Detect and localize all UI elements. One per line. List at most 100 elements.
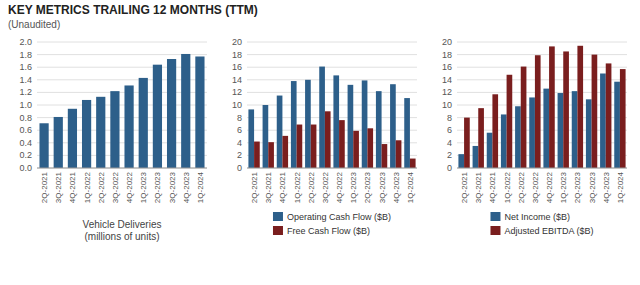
bar [353,131,359,168]
y-tick-label: 16 [232,62,242,72]
y-tick-label: 0.2 [19,150,32,160]
bar [139,78,148,168]
bar [311,125,317,168]
bar [515,106,521,168]
y-tick-label: 18 [442,50,452,60]
x-tick-label: 3Q-2021 [264,171,273,203]
y-tick-label: 12 [442,87,452,97]
y-tick-label: 0.0 [19,163,32,173]
bar [464,118,470,168]
legend-label: Operating Cash Flow ($B) [287,212,391,222]
bar [473,146,479,168]
bar [110,91,119,168]
bar [195,56,204,168]
legend: Operating Cash Flow ($B)Free Cash Flow (… [273,212,391,236]
x-tick-label: 4Q-2023 [602,171,611,203]
bar [277,96,283,168]
y-tick-label: 8 [237,113,242,123]
bar [254,142,260,168]
x-tick-label: 3Q-2023 [588,171,597,203]
bar [501,114,507,168]
y-tick-label: 0.8 [19,113,32,123]
legend: Net Income ($B)Adjusted EBITDA ($B) [490,212,593,236]
x-tick-label: 2Q-2021 [40,171,49,203]
x-tick-label: 2Q-2022 [517,171,526,203]
bars [458,46,625,168]
x-tick-label: 2Q-2022 [97,171,106,203]
y-tick-label: 4 [237,138,242,148]
grid-line [37,168,207,169]
x-tick-label: 2Q-2023 [363,171,372,203]
y-tick-label: 2 [447,150,452,160]
bar [291,81,297,168]
y-tick-label: 0.6 [19,125,32,135]
bars [248,67,415,168]
x-tick-label: 4Q-2021 [278,171,287,203]
y-tick-label: 0 [237,163,242,173]
bar [282,136,288,168]
bar [319,67,325,168]
y-tick-label: 1.2 [19,87,32,97]
bar [390,84,396,168]
bars [39,54,204,168]
bar [181,54,190,168]
bar [167,59,176,168]
x-tick-label: 2Q-2023 [153,171,162,203]
x-tick-label: 2Q-2022 [307,171,316,203]
bar [563,51,569,168]
legend-swatch [273,226,283,235]
bar [54,117,63,168]
bar [263,105,269,168]
x-tick-label: 1Q-2023 [349,171,358,203]
panel: 024681012141618202Q-20213Q-20214Q-20211Q… [232,37,417,236]
bar [348,85,354,168]
bar [620,69,626,168]
x-tick-label: 1Q-2024 [616,171,625,203]
bar [521,67,527,168]
x-axis-line [37,168,207,169]
bar [549,46,555,168]
y-tick-label: 14 [442,75,452,85]
bar [325,111,331,168]
y-tick-label: 10 [442,100,452,110]
x-tick-label: 4Q-2022 [335,171,344,203]
bar [507,75,513,168]
grid-line [457,42,627,43]
bar [367,128,373,168]
y-tick-label: 18 [232,50,242,60]
legend-swatch [490,226,500,235]
x-tick-label: 4Q-2021 [68,171,77,203]
y-tick-label: 16 [442,62,452,72]
x-tick-label: 1Q-2024 [196,171,205,203]
y-tick-label: 1.0 [19,100,32,110]
grid-line [247,67,417,68]
bar [458,154,464,168]
bar [492,94,498,168]
y-tick-label: 20 [442,37,452,47]
bar [382,144,388,168]
bar [543,89,549,168]
bar [376,91,382,168]
bar [68,109,77,168]
grid-line [247,42,417,43]
x-tick-label: 1Q-2022 [503,171,512,203]
y-tick-label: 6 [447,125,452,135]
x-tick-label: 3Q-2022 [111,171,120,203]
x-tick-label: 2Q-2021 [250,171,259,203]
x-tick-label: 1Q-2022 [83,171,92,203]
y-tick-label: 2.0 [19,37,32,47]
bar [606,63,612,168]
y-tick-label: 4 [447,138,452,148]
x-tick-label: 3Q-2022 [321,171,330,203]
x-tick-label: 1Q-2023 [559,171,568,203]
bar [339,120,345,168]
bar [410,159,416,168]
grid-line [247,168,417,169]
bar [96,97,105,168]
subtitle: (Unaudited) [8,19,60,30]
y-tick-label: 12 [232,87,242,97]
y-tick-label: 20 [232,37,242,47]
bar [153,65,162,168]
x-axis-label-line: (millions of units) [84,231,159,242]
bar [124,85,133,168]
